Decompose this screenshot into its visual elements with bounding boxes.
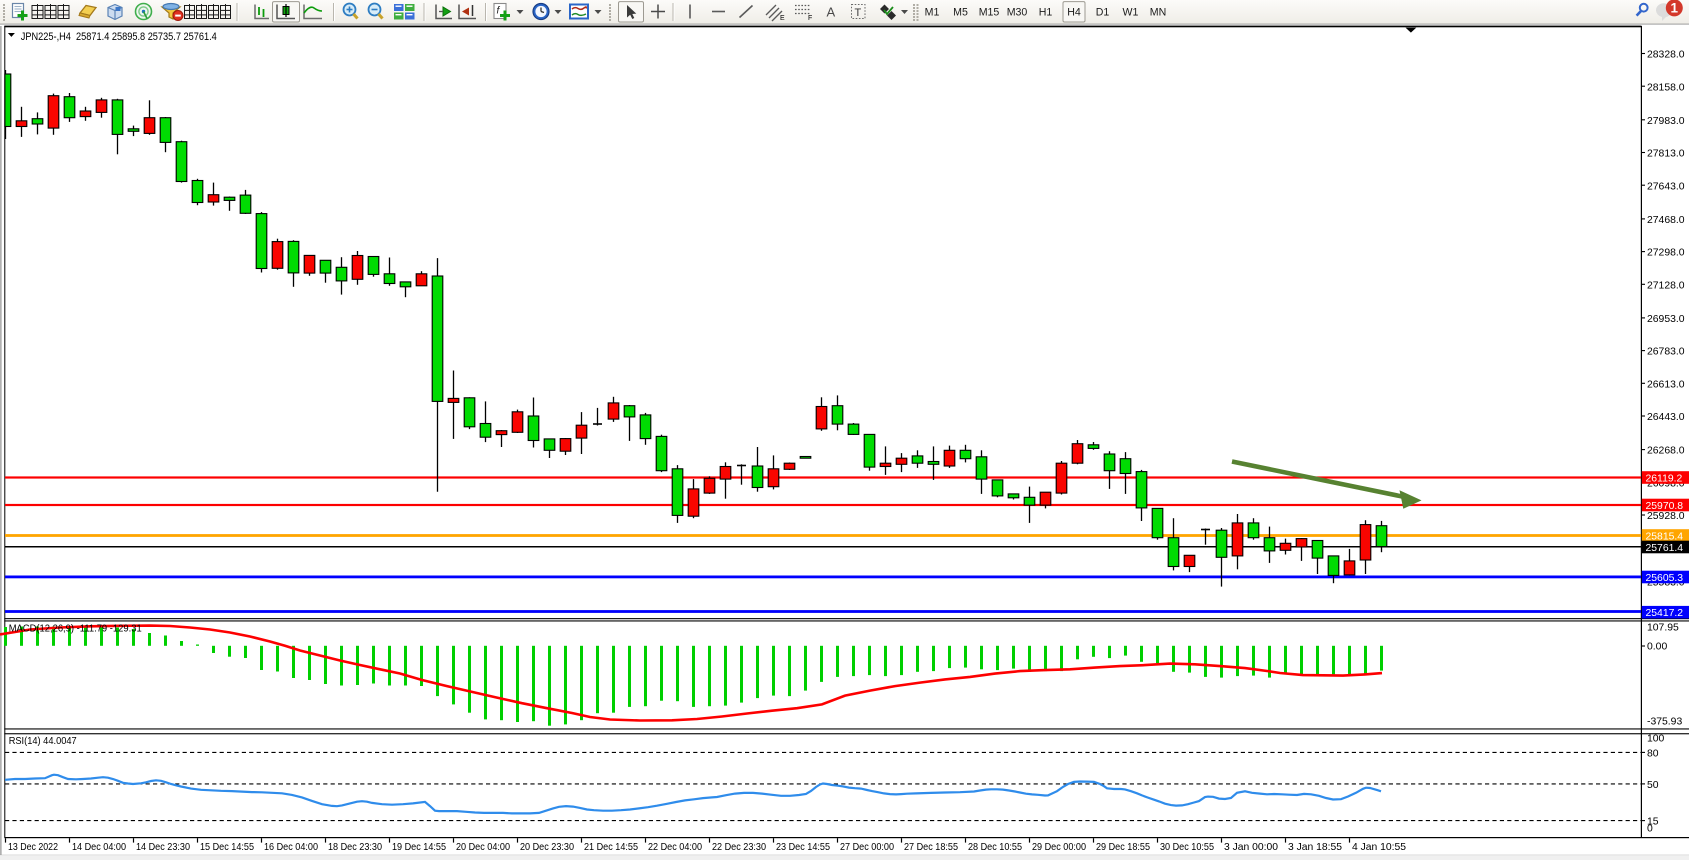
svg-text:25970.8: 25970.8 — [1646, 501, 1684, 512]
svg-text:D1: D1 — [1096, 7, 1110, 19]
svg-text:27298.0: 27298.0 — [1647, 248, 1685, 259]
svg-text:E: E — [780, 15, 785, 22]
svg-text:16 Dec 04:00: 16 Dec 04:00 — [264, 842, 318, 853]
svg-text:4 Jan 10:55: 4 Jan 10:55 — [1352, 842, 1406, 853]
svg-text:T: T — [855, 7, 862, 19]
svg-text:22 Dec 23:30: 22 Dec 23:30 — [712, 842, 766, 853]
svg-text:26783.0: 26783.0 — [1647, 347, 1685, 358]
svg-text:13 Dec 2022: 13 Dec 2022 — [8, 842, 58, 853]
svg-text:A: A — [827, 5, 836, 20]
svg-text:27 Dec 00:00: 27 Dec 00:00 — [840, 842, 894, 853]
svg-text:27468.0: 27468.0 — [1647, 215, 1685, 226]
svg-text:M5: M5 — [953, 7, 968, 19]
svg-text:29 Dec 00:00: 29 Dec 00:00 — [1032, 842, 1086, 853]
svg-text:14 Dec 23:30: 14 Dec 23:30 — [136, 842, 190, 853]
svg-text:RSI(14) 44.0047: RSI(14) 44.0047 — [9, 736, 77, 747]
svg-text:80: 80 — [1647, 749, 1659, 760]
svg-text:1: 1 — [1671, 1, 1679, 16]
svg-text:25815.4: 25815.4 — [1646, 531, 1684, 542]
svg-text:26119.2: 26119.2 — [1646, 473, 1683, 484]
svg-text:23 Dec 14:55: 23 Dec 14:55 — [776, 842, 830, 853]
svg-text:28 Dec 10:55: 28 Dec 10:55 — [968, 842, 1022, 853]
svg-text:f: f — [497, 6, 501, 17]
svg-text:26613.0: 26613.0 — [1647, 379, 1685, 390]
svg-text:M1: M1 — [925, 7, 940, 19]
svg-text:3 Jan 18:55: 3 Jan 18:55 — [1288, 842, 1342, 853]
svg-text:21 Dec 14:55: 21 Dec 14:55 — [584, 842, 638, 853]
svg-text:26268.0: 26268.0 — [1647, 446, 1685, 457]
svg-text:25761.4: 25761.4 — [1646, 543, 1684, 554]
svg-text:25417.2: 25417.2 — [1646, 608, 1684, 619]
svg-text:JPN225-,H4 25871.4 25895.8 25: JPN225-,H4 25871.4 25895.8 25735.7 25761… — [21, 31, 217, 43]
svg-text:F: F — [808, 15, 812, 22]
svg-text:20 Dec 23:30: 20 Dec 23:30 — [520, 842, 574, 853]
svg-text:18 Dec 23:30: 18 Dec 23:30 — [328, 842, 382, 853]
svg-text:27813.0: 27813.0 — [1647, 149, 1685, 160]
svg-text:26098.0: 26098.0 — [1647, 478, 1685, 489]
svg-text:3 Jan 00:00: 3 Jan 00:00 — [1224, 842, 1278, 853]
svg-text:15 Dec 14:55: 15 Dec 14:55 — [200, 842, 254, 853]
svg-text:30 Dec 10:55: 30 Dec 10:55 — [1160, 842, 1214, 853]
svg-text:H1: H1 — [1039, 7, 1053, 19]
svg-text:29 Dec 18:55: 29 Dec 18:55 — [1096, 842, 1150, 853]
svg-text:27983.0: 27983.0 — [1647, 116, 1685, 127]
svg-text:H4: H4 — [1067, 7, 1081, 19]
svg-text:25605.3: 25605.3 — [1646, 573, 1684, 584]
svg-text:50: 50 — [1647, 780, 1659, 791]
svg-text:22 Dec 04:00: 22 Dec 04:00 — [648, 842, 702, 853]
svg-text:107.95: 107.95 — [1647, 623, 1679, 634]
svg-text:20 Dec 04:00: 20 Dec 04:00 — [456, 842, 510, 853]
svg-text:W1: W1 — [1123, 7, 1139, 19]
svg-text:14 Dec 04:00: 14 Dec 04:00 — [72, 842, 126, 853]
svg-text:28328.0: 28328.0 — [1647, 50, 1685, 61]
svg-text:100: 100 — [1647, 734, 1665, 745]
svg-text:MN: MN — [1150, 7, 1166, 19]
svg-text:27 Dec 18:55: 27 Dec 18:55 — [904, 842, 958, 853]
svg-text:19 Dec 14:55: 19 Dec 14:55 — [392, 842, 446, 853]
svg-text:27643.0: 27643.0 — [1647, 181, 1685, 192]
svg-text:-375.93: -375.93 — [1647, 717, 1682, 728]
svg-text:26953.0: 26953.0 — [1647, 314, 1685, 325]
svg-text:MACD(12,26,9) -111.79 -129.31: MACD(12,26,9) -111.79 -129.31 — [9, 624, 142, 635]
svg-text:25928.0: 25928.0 — [1647, 511, 1685, 522]
svg-text:28158.0: 28158.0 — [1647, 82, 1685, 93]
svg-text:0.00: 0.00 — [1647, 642, 1667, 653]
svg-text:26443.0: 26443.0 — [1647, 412, 1685, 423]
svg-text:15: 15 — [1647, 817, 1659, 828]
svg-text:0: 0 — [1647, 823, 1653, 834]
svg-text:27128.0: 27128.0 — [1647, 280, 1685, 291]
svg-text:M15: M15 — [979, 7, 1000, 19]
svg-text:M30: M30 — [1007, 7, 1028, 19]
